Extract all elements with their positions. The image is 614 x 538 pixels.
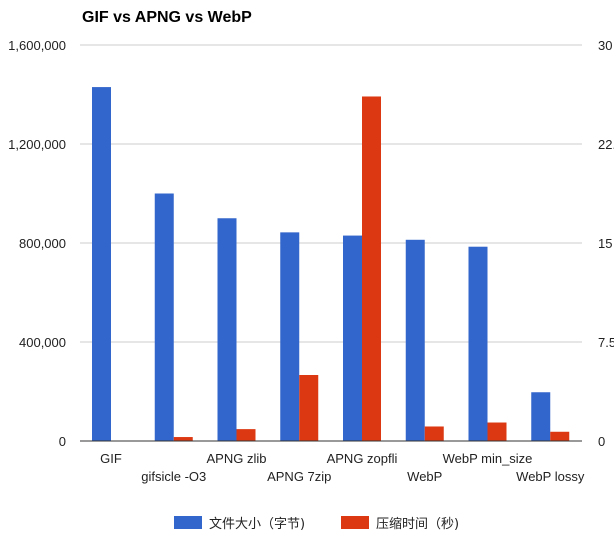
- bar-file-size[interactable]: [217, 218, 237, 441]
- legend-label-compress-time[interactable]: 压缩时间（秒): [376, 516, 459, 532]
- category-label: WebP lossy: [516, 469, 585, 484]
- left-tick-label: 800,000: [19, 236, 66, 251]
- bar-file-size[interactable]: [343, 235, 362, 441]
- right-tick-label: 15: [598, 236, 612, 251]
- category-label: APNG zlib: [207, 451, 267, 466]
- bar-compress-time[interactable]: [424, 426, 444, 441]
- category-label: WebP min_size: [443, 451, 533, 466]
- bar-file-size[interactable]: [280, 232, 300, 441]
- right-tick-label: 22.5: [598, 137, 614, 152]
- bar-file-size[interactable]: [405, 239, 425, 441]
- category-label: APNG 7zip: [267, 469, 331, 484]
- right-axis: 0 7.5 15 22.5 30: [598, 38, 614, 449]
- right-tick-label: 7.5: [598, 335, 614, 350]
- left-tick-label: 400,000: [19, 335, 66, 350]
- left-tick-label: 1,600,000: [8, 38, 66, 53]
- legend[interactable]: 文件大小（字节) 压缩时间（秒): [174, 516, 459, 532]
- legend-swatch-file-size[interactable]: [174, 516, 202, 529]
- category-label: gifsicle -O3: [141, 469, 206, 484]
- bar-compress-time[interactable]: [550, 431, 570, 441]
- bar-compress-time[interactable]: [173, 437, 193, 441]
- bar-file-size[interactable]: [154, 193, 174, 442]
- category-label: WebP: [407, 469, 442, 484]
- bar-compress-time[interactable]: [487, 422, 507, 441]
- legend-label-file-size[interactable]: 文件大小（字节): [209, 517, 305, 532]
- category-label: GIF: [100, 451, 122, 466]
- bar-file-size[interactable]: [531, 392, 551, 441]
- right-tick-label: 0: [598, 434, 605, 449]
- chart-title: GIF vs APNG vs WebP: [82, 9, 252, 26]
- bar-file-size[interactable]: [92, 87, 111, 441]
- bar-compress-time[interactable]: [236, 429, 256, 441]
- bar-file-size[interactable]: [468, 246, 488, 441]
- bar-compress-time[interactable]: [299, 375, 319, 441]
- bar-compress-time[interactable]: [362, 96, 381, 441]
- legend-swatch-compress-time[interactable]: [341, 516, 369, 529]
- category-label: APNG zopfli: [327, 451, 398, 466]
- bars: [92, 87, 570, 442]
- left-axis: 0 400,000 800,000 1,200,000 1,600,000: [8, 38, 66, 449]
- left-tick-label: 0: [59, 434, 66, 449]
- right-tick-label: 30: [598, 38, 612, 53]
- left-tick-label: 1,200,000: [8, 137, 66, 152]
